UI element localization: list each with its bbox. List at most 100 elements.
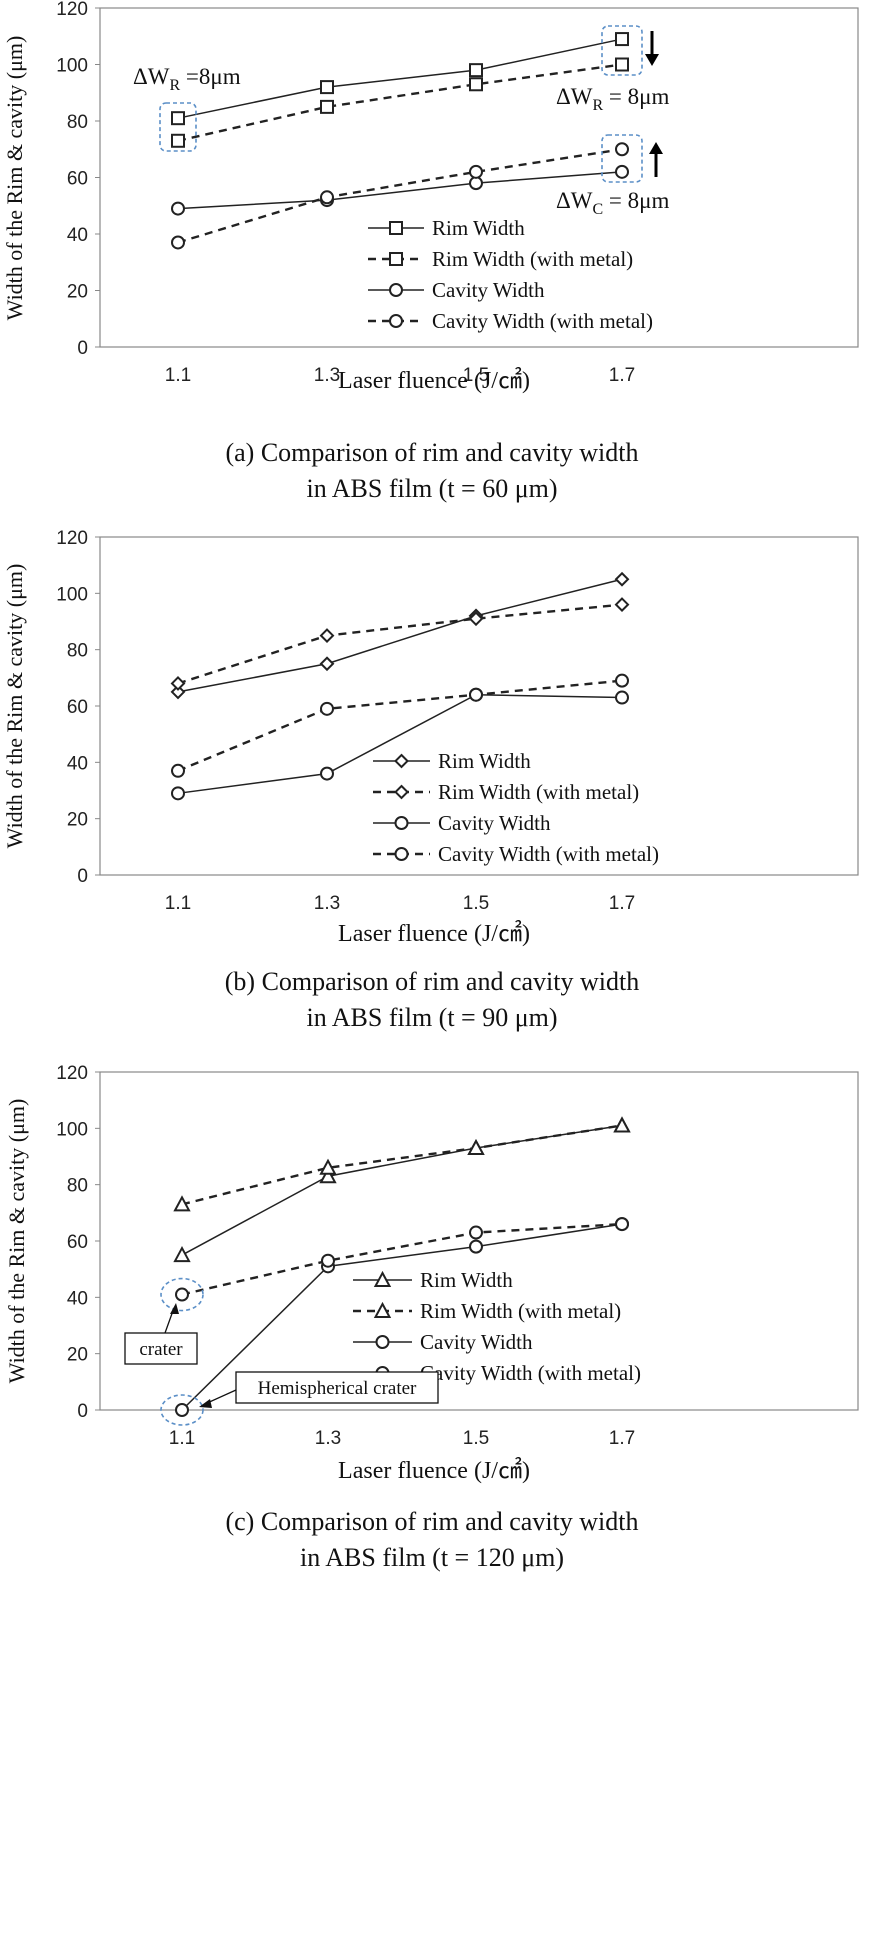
y-tick-label: 40 — [67, 1288, 88, 1309]
series-line — [177, 693, 623, 795]
y-tick-label: 0 — [77, 866, 88, 887]
series-line — [177, 578, 623, 693]
legend-marker — [394, 847, 409, 861]
delta-width-annotation: ΔWR =8μm — [133, 64, 241, 94]
data-point — [615, 32, 629, 47]
legend-label: Rim Width (with metal) — [438, 780, 639, 804]
data-point — [319, 656, 335, 672]
legend-item: Rim Width (with metal) — [368, 247, 633, 271]
delta-value: =8μm — [180, 64, 241, 89]
y-tick-label: 20 — [67, 282, 88, 303]
data-point — [320, 99, 334, 114]
legend-item: Rim Width (with metal) — [373, 780, 639, 804]
data-point — [615, 690, 629, 705]
data-point — [171, 111, 185, 126]
legend-item: Cavity Width (with metal) — [368, 309, 653, 333]
legend-marker — [373, 1301, 392, 1318]
y-tick-label: 0 — [77, 338, 88, 359]
data-point — [615, 673, 629, 688]
callout-arrow-head — [170, 1303, 179, 1314]
data-point — [467, 1138, 485, 1156]
series-rim-width-with-metal — [171, 57, 629, 148]
legend-item: Rim Width — [353, 1268, 513, 1292]
y-tick-label: 80 — [67, 1176, 88, 1197]
data-point — [320, 190, 334, 205]
down-arrow-head — [645, 54, 659, 66]
y-tick-label: 80 — [67, 112, 88, 133]
y-axis-label: Width of the Rim & cavity (μm) — [4, 1099, 29, 1384]
callout-label-hemispherical-crater: Hemispherical crater — [258, 1378, 417, 1399]
delta-symbol: ΔW — [556, 188, 593, 213]
series-line — [181, 1222, 623, 1296]
legend-item: Cavity Width — [373, 811, 551, 835]
data-point — [614, 571, 630, 587]
callout-arrow-head — [199, 1399, 212, 1408]
callout-box — [124, 1332, 198, 1365]
delta-subscript: R — [170, 77, 181, 94]
caption-line-1: (c) Comparison of rim and cavity width — [225, 1507, 638, 1536]
series-line — [177, 38, 623, 119]
highlight-box — [601, 25, 643, 76]
highlight-ellipse — [160, 1394, 204, 1426]
legend-item: Cavity Width — [353, 1330, 533, 1354]
series-line — [177, 63, 623, 142]
y-tick-label: 40 — [67, 753, 88, 774]
legend-label: Cavity Width (with metal) — [432, 309, 653, 333]
y-tick-label: 60 — [67, 1232, 88, 1253]
chart-panel-b: 0 20 40 60 80 100 120 1.1 1.3 1.5 1.7 Laser fluence… — [2, 528, 859, 1032]
data-point — [320, 701, 334, 716]
legend-label: Cavity Width — [432, 278, 545, 302]
y-axis-label: Width of the Rim & cavity (μm) — [2, 564, 27, 849]
delta-symbol: ΔW — [556, 84, 593, 109]
chart-panel-c: 0 20 40 60 80 100 120 1.1 1.3 1.5 1.7 Laser fluence… — [4, 1063, 859, 1572]
caption-line-1: (a) Comparison of rim and cavity width — [225, 438, 638, 467]
data-point — [613, 1116, 631, 1133]
x-axis-label: Laser fluence (J/㎠) — [338, 1457, 530, 1484]
x-tick-label: 1.3 — [314, 365, 340, 386]
legend-marker — [389, 283, 403, 297]
series-line — [181, 1223, 623, 1411]
data-point — [615, 164, 629, 179]
y-tick-label: 20 — [67, 810, 88, 831]
data-point — [615, 1217, 629, 1232]
data-point — [469, 63, 483, 78]
series-cavity-width-with-metal — [171, 142, 629, 250]
legend-label: Cavity Width — [438, 811, 551, 835]
legend-marker — [394, 816, 409, 830]
legend-item: Rim Width — [368, 216, 525, 240]
data-point — [468, 611, 484, 627]
delta-symbol: ΔW — [133, 64, 170, 89]
series-line — [181, 1124, 623, 1256]
legend-label: Cavity Width — [420, 1330, 533, 1354]
highlight-box — [601, 134, 643, 183]
data-point — [469, 1225, 483, 1240]
x-tick-label: 1.7 — [609, 365, 635, 386]
series-line — [177, 603, 623, 685]
legend-marker — [389, 314, 403, 328]
caption-line-2: in ABS film (t = 120 μm) — [300, 1543, 564, 1572]
data-point — [320, 80, 334, 95]
highlight-box — [159, 102, 197, 152]
series-line — [177, 679, 623, 772]
data-point — [170, 684, 186, 700]
up-arrow-head — [649, 142, 663, 154]
data-point — [170, 676, 186, 691]
data-point — [321, 1253, 335, 1268]
y-tick-label: 100 — [56, 584, 88, 605]
x-tick-label: 1.5 — [463, 1428, 489, 1449]
caption-line-1: (b) Comparison of rim and cavity width — [225, 967, 639, 996]
legend-item: Rim Width — [373, 749, 531, 773]
chart-panel-a: 0 20 40 60 80 100 120 1.1 1.3 1.5 1.7 Laser fluence… — [2, 0, 859, 503]
data-point — [614, 597, 630, 613]
series-rim-width-with-metal — [170, 597, 630, 691]
y-tick-label: 0 — [77, 1401, 88, 1422]
legend-label: Cavity Width (with metal) — [420, 1361, 641, 1385]
delta-value: = 8μm — [603, 188, 669, 213]
x-tick-label: 1.7 — [609, 1428, 635, 1449]
legend-marker — [389, 221, 403, 235]
series-line — [177, 148, 623, 244]
x-tick-label: 1.5 — [463, 365, 489, 386]
x-tick-label: 1.7 — [609, 893, 635, 914]
callout-label-crater: crater — [139, 1339, 183, 1360]
